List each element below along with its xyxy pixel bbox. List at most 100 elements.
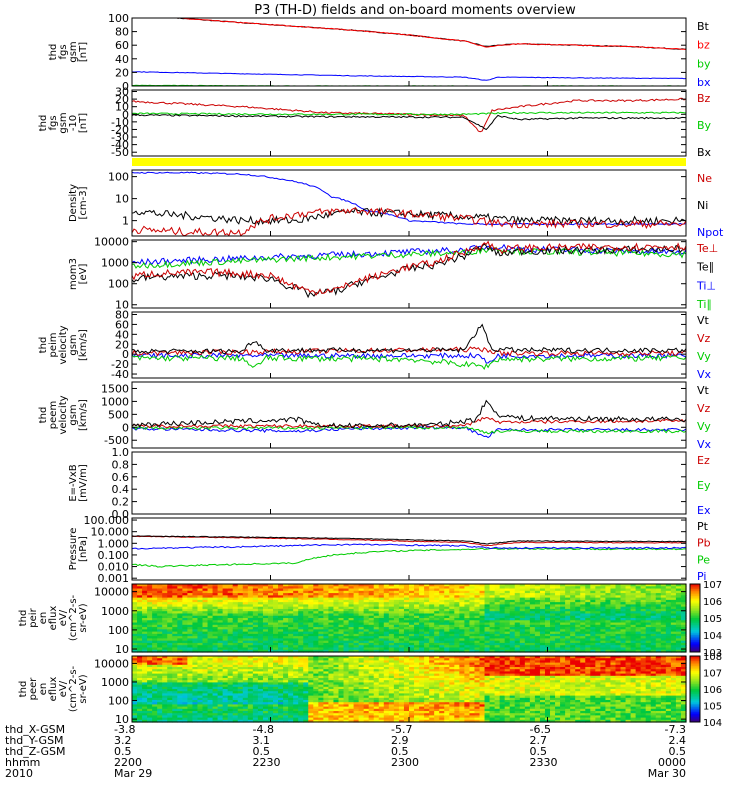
heatmap-cell [585, 642, 591, 646]
heatmap-cell [560, 627, 566, 630]
heatmap-cell [142, 682, 148, 686]
heatmap-cell [444, 613, 450, 617]
heatmap-cell [353, 595, 360, 599]
heatmap-cell [232, 615, 239, 619]
heatmap-cell [403, 629, 410, 633]
heatmap-cell [222, 678, 229, 681]
heatmap-cell [560, 642, 566, 646]
heatmap-cell [187, 647, 194, 651]
heatmap-cell [303, 611, 309, 615]
heatmap-cell [620, 604, 627, 608]
heatmap-cell [313, 656, 319, 659]
heatmap-cell [318, 669, 324, 672]
heatmap-cell [242, 599, 249, 603]
heatmap-cell [529, 595, 536, 599]
heatmap-cell [303, 689, 309, 692]
heatmap-cell [197, 671, 204, 675]
heatmap-cell [303, 624, 309, 628]
heatmap-cell [675, 608, 682, 612]
heatmap-cell [257, 669, 264, 672]
heatmap-cell [534, 645, 541, 649]
heatmap-cell [252, 682, 259, 686]
heatmap-cell [147, 618, 153, 621]
heatmap-cell [157, 691, 163, 694]
heatmap-cell [202, 588, 209, 592]
heatmap-cell [353, 662, 360, 666]
heatmap-cell [565, 604, 571, 608]
heatmap-cell [192, 627, 199, 630]
heatmap-cell [157, 636, 163, 639]
heatmap-cell [197, 624, 204, 628]
heatmap-cell [303, 595, 309, 599]
heatmap-cell [454, 590, 460, 594]
heatmap-cell [424, 606, 430, 610]
heatmap-cell [247, 602, 254, 605]
heatmap-cell [625, 631, 632, 635]
heatmap-cell [595, 595, 601, 599]
heatmap-cell [182, 693, 188, 697]
heatmap-cell [267, 599, 274, 603]
heatmap-cell [242, 682, 249, 686]
heatmap-cell [424, 629, 430, 633]
heatmap-cell [469, 602, 476, 605]
heatmap-cell [227, 664, 234, 668]
heatmap-cell [358, 633, 365, 637]
heatmap-cell [252, 656, 259, 659]
heatmap-cell [645, 602, 652, 605]
heatmap-cell [424, 640, 430, 644]
heatmap-cell [333, 673, 340, 677]
heatmap-cell [242, 620, 249, 624]
heatmap-cell [419, 604, 425, 608]
heatmap-cell [132, 671, 138, 675]
heatmap-cell [565, 631, 571, 635]
heatmap-cell [202, 717, 209, 721]
heatmap-cell [675, 618, 682, 621]
heatmap-cell [328, 695, 335, 699]
heatmap-cell [429, 602, 435, 605]
y-axis-label: -10 [68, 115, 79, 131]
heatmap-cell [560, 613, 566, 617]
heatmap-cell [288, 691, 294, 694]
heatmap-cell [262, 689, 269, 692]
heatmap-cell [444, 604, 450, 608]
heatmap-cell [333, 689, 340, 692]
heatmap-cell [152, 647, 158, 651]
heatmap-cell [262, 636, 269, 639]
heatmap-cell [575, 613, 581, 617]
heatmap-cell [534, 608, 541, 612]
heatmap-cell [278, 715, 284, 719]
heatmap-cell [187, 680, 194, 683]
heatmap-cell [323, 669, 330, 672]
heatmap-cell [303, 706, 309, 710]
heatmap-cell [338, 671, 345, 675]
heatmap-cell [529, 606, 536, 610]
heatmap-cell [620, 633, 627, 637]
heatmap-cell [524, 586, 531, 590]
heatmap-cell [424, 647, 430, 651]
heatmap-cell [197, 673, 204, 677]
heatmap-cell [308, 662, 314, 666]
heatmap-cell [182, 669, 188, 672]
heatmap-cell [207, 669, 214, 672]
colorbar-cell [690, 611, 700, 614]
heatmap-cell [252, 697, 259, 701]
heatmap-cell [227, 642, 234, 646]
heatmap-cell [645, 586, 652, 590]
heatmap-cell [630, 627, 637, 630]
heatmap-cell [227, 708, 234, 712]
heatmap-cell [308, 656, 314, 659]
heatmap-cell [227, 704, 234, 708]
heatmap-cell [323, 664, 330, 668]
heatmap-cell [504, 649, 511, 653]
heatmap-cell [338, 604, 345, 608]
heatmap-cell [343, 595, 350, 599]
heatmap-cell [262, 656, 269, 659]
heatmap-cell [247, 715, 254, 719]
heatmap-cell [202, 629, 209, 633]
heatmap-cell [187, 622, 194, 626]
heatmap-cell [630, 622, 637, 626]
heatmap-cell [680, 627, 687, 630]
heatmap-cell [585, 584, 591, 587]
heatmap-cell [167, 706, 173, 710]
heatmap-cell [353, 593, 360, 596]
